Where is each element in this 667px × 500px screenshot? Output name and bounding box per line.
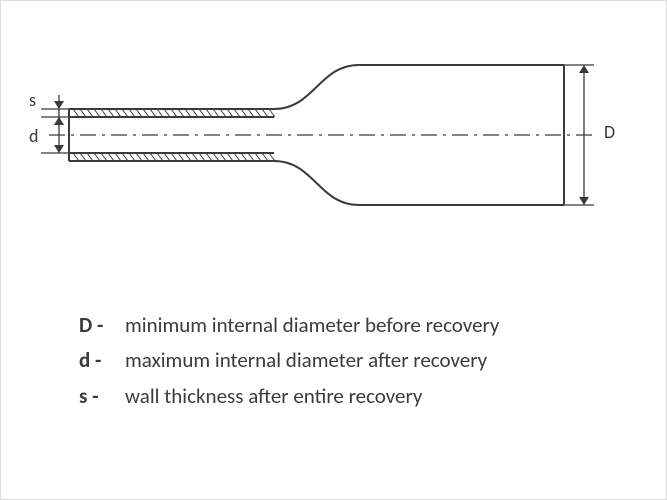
legend-text-s: wall thickness after entire recovery: [125, 382, 599, 411]
legend-text-D: minimum internal diameter before recover…: [125, 311, 599, 340]
legend-key-d: d -: [79, 346, 125, 375]
legend: D - minimum internal diameter before rec…: [79, 311, 599, 417]
label-s: s: [29, 89, 36, 111]
legend-key-D: D -: [79, 311, 125, 340]
legend-row-D: D - minimum internal diameter before rec…: [79, 311, 599, 340]
heatshrink-diagram: D d s: [29, 35, 639, 235]
legend-text-d: maximum internal diameter after recovery: [125, 346, 599, 375]
label-D: D: [604, 121, 615, 143]
legend-key-s: s -: [79, 382, 125, 411]
legend-row-s: s - wall thickness after entire recovery: [79, 382, 599, 411]
page-container: D d s D - minimum internal diameter befo…: [0, 0, 667, 500]
legend-row-d: d - maximum internal diameter after reco…: [79, 346, 599, 375]
label-d: d: [29, 125, 38, 147]
